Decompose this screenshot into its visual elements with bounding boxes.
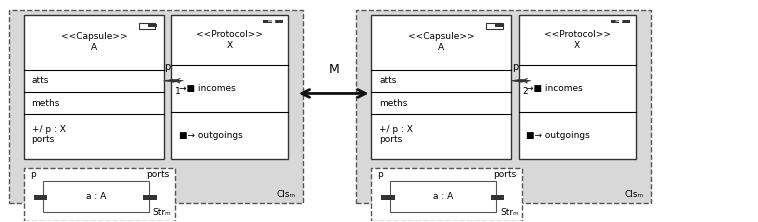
Text: →■ incomes: →■ incomes [179, 84, 236, 93]
FancyBboxPatch shape [264, 20, 272, 23]
Polygon shape [511, 79, 531, 82]
FancyBboxPatch shape [371, 168, 522, 221]
FancyBboxPatch shape [275, 20, 283, 23]
Text: Strₘ: Strₘ [500, 208, 518, 217]
Text: a : A: a : A [86, 192, 106, 201]
Text: →■ incomes: →■ incomes [526, 84, 583, 93]
Text: p: p [30, 170, 36, 179]
FancyBboxPatch shape [390, 181, 496, 212]
FancyBboxPatch shape [24, 15, 164, 159]
Text: +/ p : X
ports: +/ p : X ports [379, 125, 413, 144]
Text: p: p [164, 62, 171, 72]
Text: atts: atts [379, 76, 396, 85]
Text: a : A: a : A [433, 192, 453, 201]
FancyBboxPatch shape [611, 20, 619, 23]
Text: Strₘ: Strₘ [152, 208, 171, 217]
FancyBboxPatch shape [148, 24, 157, 27]
FancyBboxPatch shape [143, 195, 157, 200]
FancyBboxPatch shape [43, 181, 149, 212]
Polygon shape [164, 79, 183, 82]
FancyBboxPatch shape [490, 195, 504, 200]
FancyBboxPatch shape [139, 23, 155, 29]
FancyBboxPatch shape [495, 24, 504, 27]
Text: <<Protocol>>
X: <<Protocol>> X [543, 30, 611, 50]
Text: atts: atts [32, 76, 49, 85]
Text: ports: ports [493, 170, 516, 179]
Text: p: p [512, 62, 518, 72]
Text: 2: 2 [522, 87, 528, 96]
Text: <<Protocol>>
X: <<Protocol>> X [196, 30, 263, 50]
Text: meths: meths [379, 99, 407, 108]
Text: 1: 1 [175, 87, 181, 96]
Text: M: M [328, 63, 339, 76]
Text: ■→ outgoings: ■→ outgoings [179, 131, 243, 140]
FancyBboxPatch shape [24, 168, 175, 221]
FancyBboxPatch shape [381, 195, 395, 200]
FancyBboxPatch shape [9, 10, 303, 203]
Text: <<Capsule>>
A: <<Capsule>> A [61, 32, 127, 52]
FancyBboxPatch shape [518, 15, 636, 159]
Text: Clsₘ: Clsₘ [624, 190, 644, 199]
Text: p: p [377, 170, 384, 179]
FancyBboxPatch shape [371, 15, 511, 159]
Text: meths: meths [32, 99, 60, 108]
Text: <<Capsule>>
A: <<Capsule>> A [408, 32, 475, 52]
FancyBboxPatch shape [171, 15, 288, 159]
FancyBboxPatch shape [622, 20, 631, 23]
FancyBboxPatch shape [486, 23, 503, 29]
FancyBboxPatch shape [34, 195, 48, 200]
Text: +/ p : X
ports: +/ p : X ports [32, 125, 65, 144]
FancyBboxPatch shape [356, 10, 651, 203]
Text: Clsₘ: Clsₘ [277, 190, 296, 199]
Text: ■→ outgoings: ■→ outgoings [526, 131, 590, 140]
Text: ports: ports [146, 170, 169, 179]
